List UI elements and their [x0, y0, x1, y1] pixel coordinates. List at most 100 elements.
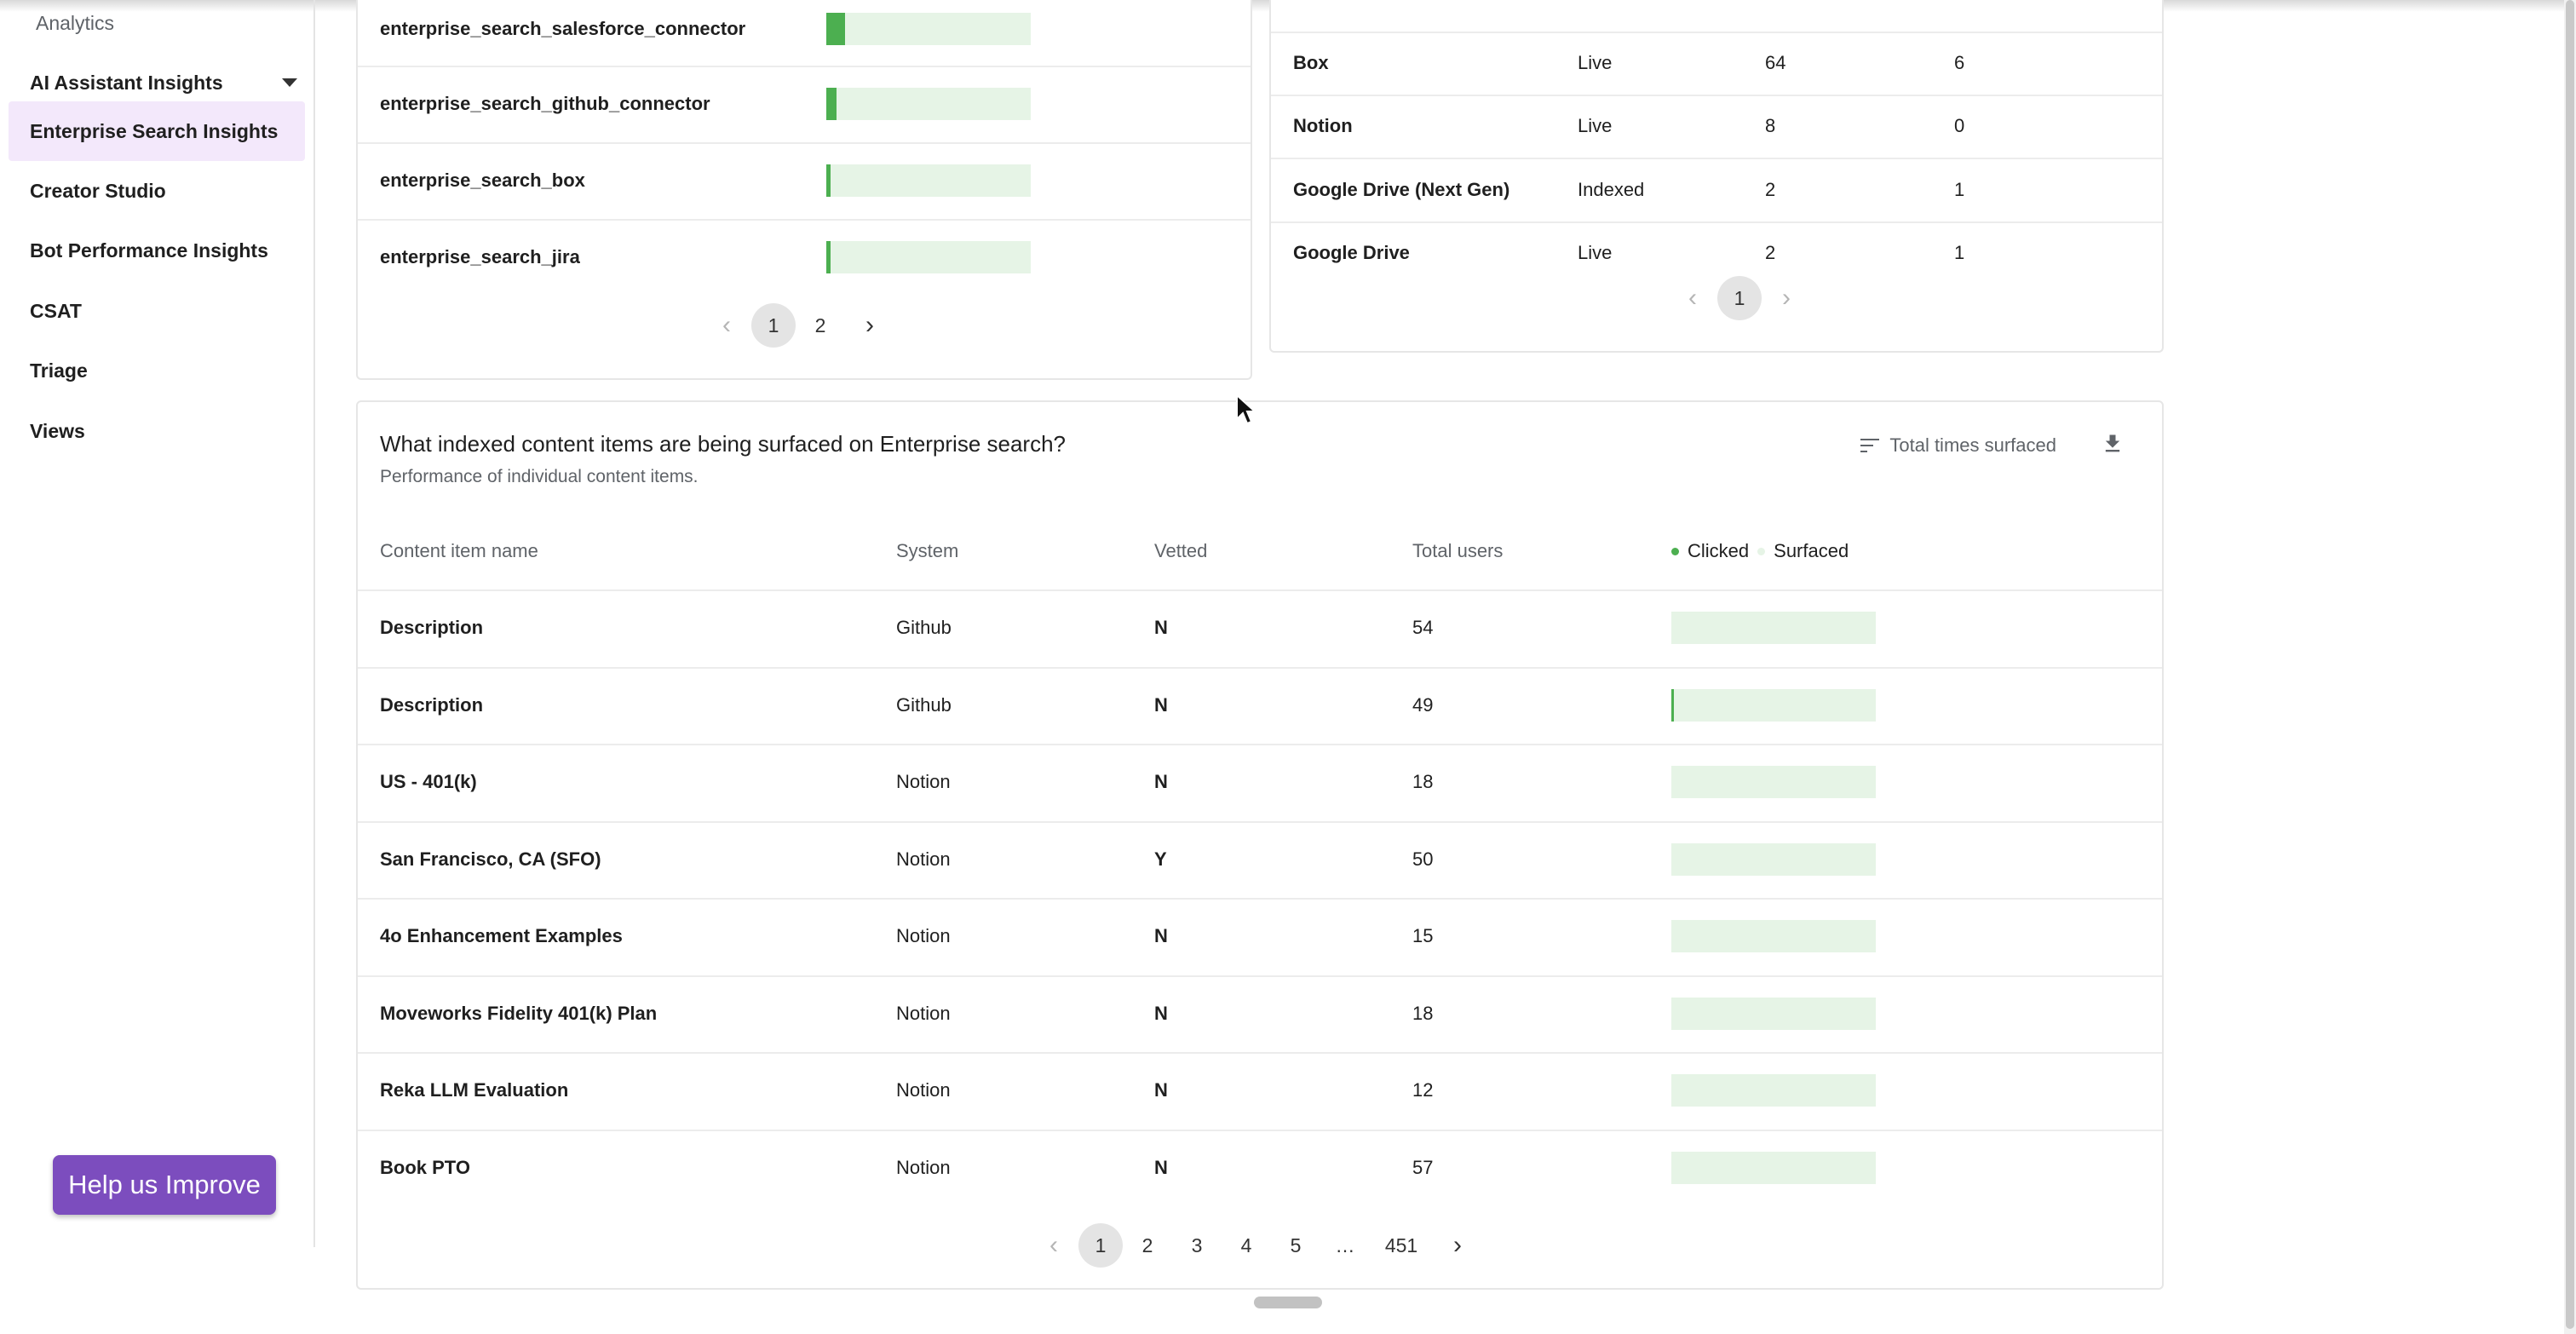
content-item-vetted: N — [1154, 1079, 1168, 1101]
system-metric: 2 — [1765, 242, 1776, 263]
pagination: ‹ 1 › — [1668, 276, 1811, 320]
system-name: Box — [1293, 52, 1329, 73]
clicked-surfaced-bar — [1671, 1074, 1876, 1107]
system-status: Indexed — [1578, 178, 1645, 200]
page-1-button[interactable]: 1 — [751, 303, 796, 348]
sidebar-section-label: Analytics — [36, 12, 115, 34]
panel-title: What indexed content items are being sur… — [380, 431, 1067, 457]
content-item-total-users: 18 — [1412, 771, 1434, 793]
content-item-name: 4o Enhancement Examples — [380, 925, 623, 947]
connector-name: enterprise_search_salesforce_connector — [380, 17, 746, 39]
column-header-total-users[interactable]: Total users — [1412, 540, 1504, 561]
content-item-total-users: 50 — [1412, 848, 1434, 870]
legend-label-surfaced: Surfaced — [1774, 540, 1849, 561]
sidebar-item-triage[interactable]: Triage — [9, 341, 305, 400]
sidebar-item-label: CSAT — [30, 299, 82, 322]
horizontal-scroll-handle[interactable] — [1254, 1297, 1322, 1308]
content-item-system: Github — [896, 617, 952, 639]
page-2-button[interactable]: 2 — [1141, 1233, 1153, 1256]
connector-bar — [826, 241, 1031, 273]
systems-panel: Box Live 64 6 Notion Live 8 0 Google Dri… — [1269, 0, 2164, 353]
system-metric: 64 — [1765, 52, 1786, 73]
content-item-name: Description — [380, 693, 484, 716]
column-header-vetted[interactable]: Vetted — [1154, 540, 1208, 561]
column-header-system[interactable]: System — [896, 540, 959, 561]
help-us-improve-button[interactable]: Help us Improve — [53, 1155, 276, 1215]
content-item-name: Moveworks Fidelity 401(k) Plan — [380, 1002, 658, 1024]
connector-bar — [826, 12, 1031, 45]
content-item-vetted: N — [1154, 617, 1168, 639]
chevron-right-icon[interactable]: › — [1782, 284, 1791, 312]
content-item-vetted: N — [1154, 771, 1168, 793]
sidebar: Analytics AI Assistant Insights Enterpri… — [0, 0, 315, 1247]
table-row: Google Drive Live 2 1 — [1271, 221, 2162, 285]
connector-bar-fill — [826, 241, 831, 273]
table-row[interactable]: Book PTO Notion N 57 — [358, 1130, 2162, 1207]
content-item-total-users: 18 — [1412, 1002, 1434, 1024]
content-item-system: Notion — [896, 1156, 951, 1178]
sidebar-item-enterprise-search-insights[interactable]: Enterprise Search Insights — [9, 101, 305, 161]
vertical-scrollbar[interactable] — [2564, 0, 2576, 1334]
sort-label: Total times surfaced — [1889, 434, 2056, 456]
sidebar-item-csat[interactable]: CSAT — [9, 281, 305, 341]
table-header: Content item name System Vetted Total us… — [358, 513, 2162, 591]
system-metric: 8 — [1765, 115, 1776, 136]
page-5-button[interactable]: 5 — [1290, 1233, 1302, 1256]
table-row-partial — [1271, 0, 2162, 33]
clicked-surfaced-bar — [1671, 920, 1876, 953]
table-row[interactable]: Description Github N 54 — [358, 589, 2162, 669]
system-metric: 0 — [1954, 115, 1965, 136]
chevron-left-icon[interactable]: ‹ — [1049, 1231, 1058, 1259]
sidebar-item-bot-performance-insights[interactable]: Bot Performance Insights — [9, 221, 305, 280]
sidebar-item-label: Triage — [30, 359, 88, 382]
table-row[interactable]: San Francisco, CA (SFO) Notion Y 50 — [358, 821, 2162, 900]
table-row[interactable]: Moveworks Fidelity 401(k) Plan Notion N 18 — [358, 975, 2162, 1054]
connector-name: enterprise_search_box — [380, 170, 585, 191]
clicked-surfaced-bar — [1671, 997, 1876, 1030]
column-header-name[interactable]: Content item name — [380, 540, 538, 561]
table-row[interactable]: Description Github N 49 — [358, 667, 2162, 745]
connector-bar — [826, 88, 1031, 120]
chevron-left-icon[interactable]: ‹ — [722, 311, 731, 339]
chevron-right-icon[interactable]: › — [865, 311, 874, 339]
page-1-button[interactable]: 1 — [1717, 276, 1762, 320]
content-item-total-users: 54 — [1412, 617, 1434, 639]
page-1-button[interactable]: 1 — [1078, 1223, 1123, 1268]
download-icon[interactable] — [2101, 431, 2125, 457]
page-2-button[interactable]: 2 — [814, 313, 826, 336]
mouse-cursor-icon — [1236, 394, 1257, 425]
legend-label-clicked: Clicked — [1688, 540, 1750, 561]
connector-bar-fill — [826, 12, 845, 45]
system-name: Google Drive (Next Gen) — [1293, 178, 1510, 200]
table-row[interactable]: Reka LLM Evaluation Notion N 12 — [358, 1052, 2162, 1131]
chevron-left-icon[interactable]: ‹ — [1688, 284, 1697, 312]
system-status: Live — [1578, 52, 1613, 73]
table-row[interactable]: US - 401(k) Notion N 18 — [358, 744, 2162, 823]
chevron-right-icon[interactable]: › — [1453, 1231, 1462, 1259]
system-name: Notion — [1293, 115, 1353, 136]
content-item-system: Notion — [896, 848, 951, 870]
content-item-vetted: N — [1154, 1002, 1168, 1024]
page-ellipsis: … — [1335, 1233, 1355, 1256]
connector-bar-fill — [826, 88, 837, 120]
page-4-button[interactable]: 4 — [1240, 1233, 1252, 1256]
table-row[interactable]: 4o Enhancement Examples Notion N 15 — [358, 898, 2162, 977]
table-row: enterprise_search_box — [358, 142, 1251, 221]
content-item-total-users: 12 — [1412, 1079, 1434, 1101]
page-3-button[interactable]: 3 — [1191, 1233, 1203, 1256]
scrollbar-thumb[interactable] — [2566, 0, 2574, 1329]
sort-control[interactable]: Total times surfaced — [1860, 434, 2056, 457]
sidebar-group-ai-assistant-insights[interactable]: AI Assistant Insights — [30, 68, 302, 97]
connector-name: enterprise_search_jira — [380, 246, 580, 267]
table-row: Google Drive (Next Gen) Indexed 2 1 — [1271, 158, 2162, 223]
table-row: Box Live 64 6 — [1271, 32, 2162, 96]
system-status: Live — [1578, 115, 1613, 136]
content-item-total-users: 15 — [1412, 925, 1434, 947]
sidebar-item-creator-studio[interactable]: Creator Studio — [9, 161, 305, 221]
caret-down-icon[interactable] — [282, 78, 297, 87]
system-metric: 6 — [1954, 52, 1965, 73]
sidebar-item-label: Bot Performance Insights — [30, 239, 268, 262]
clicked-surfaced-bar — [1671, 766, 1876, 799]
sidebar-item-views[interactable]: Views — [9, 401, 305, 461]
page-last-button[interactable]: 451 — [1384, 1233, 1418, 1256]
